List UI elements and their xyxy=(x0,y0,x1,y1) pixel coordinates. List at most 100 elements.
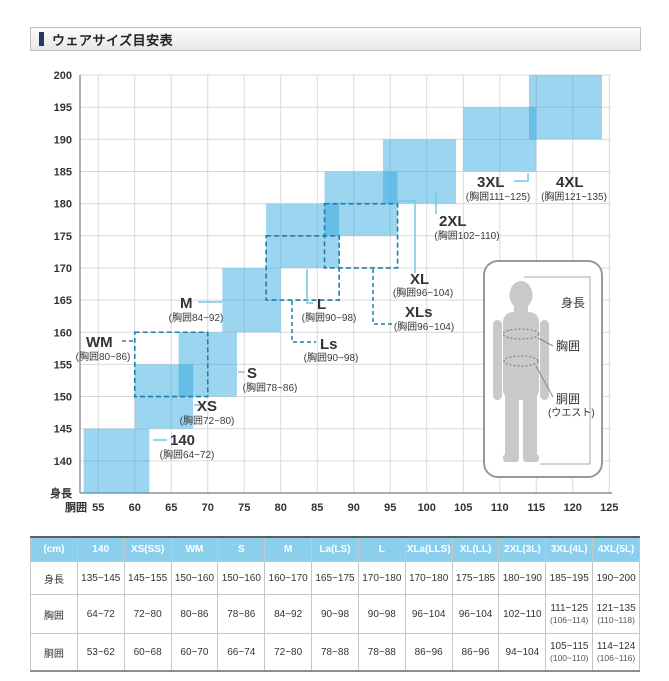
x-tick-label: 110 xyxy=(491,502,509,514)
y-tick-label: 145 xyxy=(54,424,72,436)
height-bracket xyxy=(524,276,591,465)
x-tick-label: 105 xyxy=(454,502,472,514)
table-cell: 86~96 xyxy=(451,633,500,672)
y-tick-label: 200 xyxy=(54,70,72,82)
table-cell: 180~190 xyxy=(498,561,547,595)
leader-line-L xyxy=(306,269,313,304)
table-cell: 190~200 xyxy=(592,561,640,595)
figure-torso xyxy=(503,312,539,400)
table-header-XS(SS): XS(SS) xyxy=(123,536,172,562)
size-chest-range-140: (胸囲64~72) xyxy=(160,448,215,461)
y-tick-label: 195 xyxy=(54,102,72,114)
row-label: 身長 xyxy=(30,561,78,595)
x-tick-label: 100 xyxy=(418,502,436,514)
table-cell: 96~104 xyxy=(404,594,453,634)
title-accent-bar xyxy=(39,32,44,46)
figure-foot-left xyxy=(503,454,519,462)
y-tick-label: 190 xyxy=(54,134,72,146)
table-header-2XL(3L): 2XL(3L) xyxy=(498,536,547,562)
table-cell: 150~160 xyxy=(170,561,219,595)
table-cell: 60~68 xyxy=(123,633,172,672)
table-cell: 90~98 xyxy=(357,594,406,634)
section-title-bar: ウェアサイズ目安表 xyxy=(30,27,641,51)
chest-measure-line xyxy=(502,328,540,340)
table-cell: 53~62 xyxy=(76,633,125,672)
table-cell: 114~124 (106~116) xyxy=(592,633,640,672)
table-header-L: L xyxy=(357,536,406,562)
size-chart-svg: 140 145 150 155 160 165 170 175 180 185 190 195 200 身… xyxy=(50,70,618,514)
size-label-L: L xyxy=(317,296,326,313)
size-box-XLs xyxy=(323,202,399,269)
table-cell: 185~195 xyxy=(545,561,594,595)
size-label-4XL: 4XL xyxy=(556,174,584,191)
size-label-Ls: Ls xyxy=(320,336,338,353)
row-label: 胸囲 xyxy=(30,594,78,634)
table-row-chest: 胸囲 64~72 72~80 80~86 78~86 84~92 90~98 90~98 96~… xyxy=(30,594,640,634)
size-block-3XL xyxy=(463,107,537,172)
table-row-height: 身長 135~145 145~155 150~160 150~160 160~170 165… xyxy=(30,561,640,595)
figure-leg-left xyxy=(505,392,519,460)
x-tick-label: 80 xyxy=(275,502,287,514)
table-cell: 145~155 xyxy=(123,561,172,595)
figure-chest-label: 胸囲 xyxy=(556,338,580,353)
size-chest-range-Ls: (胸囲90~98) xyxy=(304,351,359,364)
y-tick-label: 150 xyxy=(54,392,72,404)
table-cell: 84~92 xyxy=(264,594,313,634)
figure-foot-right xyxy=(523,454,539,462)
y-tick-label: 170 xyxy=(54,263,72,275)
table-cell: 121~135 (110~118) xyxy=(592,594,640,634)
leader-line-3XL xyxy=(514,173,529,182)
table-cell: 150~160 xyxy=(217,561,266,595)
chest-leader xyxy=(537,337,554,347)
table-cell: 170~180 xyxy=(357,561,406,595)
table-cell: 66~74 xyxy=(217,633,266,672)
table-header-La(LS): La(LS) xyxy=(311,536,359,562)
figure-leg-right xyxy=(523,392,537,460)
table-cell: 94~104 xyxy=(498,633,547,672)
row-label: 胴囲 xyxy=(30,633,78,672)
figure-head xyxy=(509,281,533,309)
table-cell: 72~80 xyxy=(123,594,172,634)
x-tick-label: 65 xyxy=(165,502,177,514)
x-tick-label: 120 xyxy=(564,502,582,514)
table-cell: 90~98 xyxy=(311,594,359,634)
size-box-WM xyxy=(133,331,209,398)
size-chest-range-2XL: (胸囲102~110) xyxy=(434,229,499,242)
table-cell: 111~125 (106~114) xyxy=(545,594,594,634)
x-tick-label: 75 xyxy=(238,502,250,514)
x-tick-label: 60 xyxy=(129,502,141,514)
x-tick-label: 55 xyxy=(92,502,104,514)
table-cell: 78~86 xyxy=(217,594,266,634)
table-cell: 175~185 xyxy=(451,561,500,595)
size-label-XS: XS xyxy=(197,398,217,415)
x-tick-label: 95 xyxy=(384,502,396,514)
table-cell: 135~145 xyxy=(76,561,125,595)
x-axis-title: 胴囲 xyxy=(65,501,87,514)
size-chart: 140 145 150 155 160 165 170 175 180 185 190 195 200 身… xyxy=(50,70,618,514)
size-chest-range-WM: (胸囲80~86) xyxy=(76,350,131,363)
waist-leader xyxy=(535,365,554,398)
x-tick-label: 70 xyxy=(202,502,214,514)
leader-line-XL xyxy=(398,200,416,273)
size-label-M: M xyxy=(180,295,193,312)
table-header-row: (cm) 140 XS(SS) WM S M La(LS) L XLa(LLS) XL(LL) 2X… xyxy=(30,536,640,562)
y-axis-title: 身長 xyxy=(50,486,73,500)
size-table: (cm) 140 XS(SS) WM S M La(LS) L XLa(LLS) XL(LL) 2X… xyxy=(30,536,640,672)
size-label-140: 140 xyxy=(170,432,195,449)
size-chest-range-XLs: (胸囲96~104) xyxy=(394,320,454,333)
table-cell: 102~110 xyxy=(498,594,547,634)
table-cell: 80~86 xyxy=(170,594,219,634)
table-header-M: M xyxy=(264,536,313,562)
size-label-2XL: 2XL xyxy=(439,213,467,230)
size-label-3XL: 3XL xyxy=(477,174,505,191)
y-tick-label: 175 xyxy=(54,231,72,243)
figure-waist-sub-label: (ウエスト) xyxy=(548,407,595,419)
size-label-S: S xyxy=(247,365,257,382)
table-header-3XL(4L): 3XL(4L) xyxy=(545,536,594,562)
x-tick-label: 125 xyxy=(600,502,618,514)
table-header-140: 140 xyxy=(76,536,125,562)
size-label-XLs: XLs xyxy=(405,304,433,321)
table-cell: 170~180 xyxy=(404,561,453,595)
y-tick-label: 185 xyxy=(54,167,72,179)
